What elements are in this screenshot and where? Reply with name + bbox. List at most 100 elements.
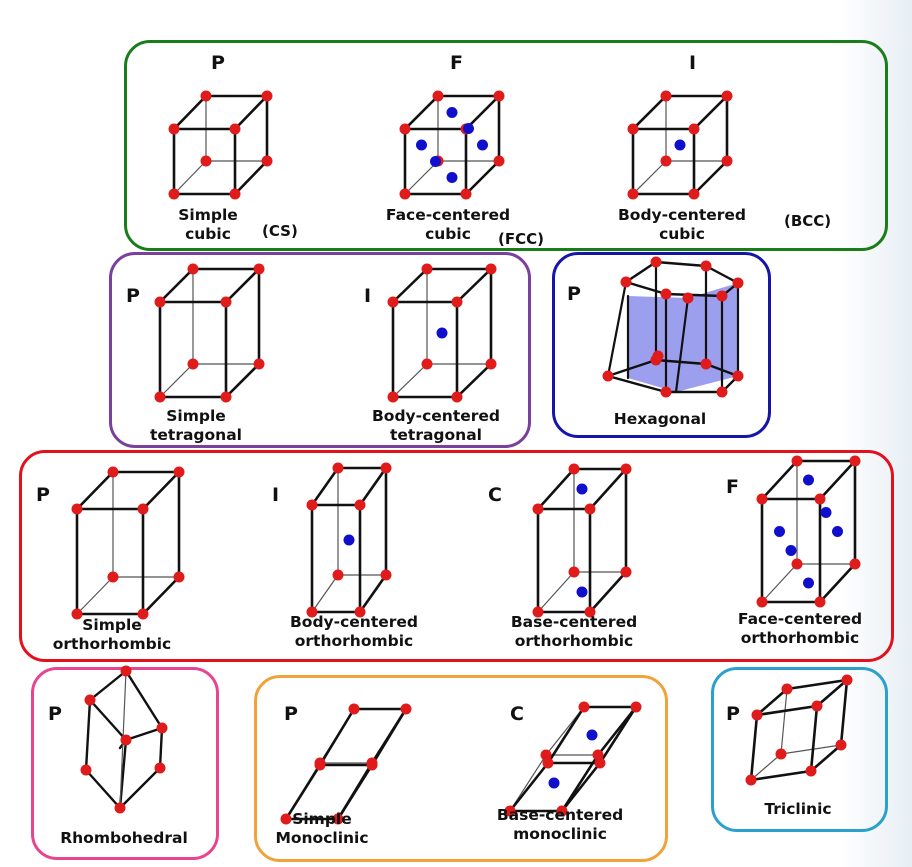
hidden-edge: [311, 574, 339, 613]
cube-edge: [508, 761, 550, 813]
corner-lattice-point: [775, 748, 787, 760]
cube-edge: [310, 466, 340, 507]
cube-edge: [749, 713, 759, 782]
lattice-orthorhombic-i: [306, 462, 392, 618]
hex-top-edge: [704, 264, 740, 285]
hidden-edge: [537, 571, 575, 613]
corner-lattice-point: [314, 759, 326, 771]
tetragonal-i-name-line1: Body-centered: [371, 407, 501, 425]
tetragonal-i-name: Body-centered tetragonal: [372, 407, 500, 445]
corner-lattice-point: [620, 463, 632, 475]
face-center-point: [803, 474, 814, 486]
corner-lattice-point: [332, 462, 344, 474]
rhombohedral-name: Rhombohedral: [60, 829, 188, 847]
triclinic-p-letter: P: [726, 703, 740, 725]
corner-lattice-point: [387, 296, 399, 308]
rhombo-edge: [124, 726, 164, 742]
base-center-point: [576, 483, 588, 495]
corner-lattice-point: [568, 566, 580, 578]
corner-lattice-point: [332, 813, 344, 825]
monoclinic-p-letter: P: [284, 703, 298, 725]
rhombo-edge: [124, 669, 164, 730]
face-center-point: [446, 172, 458, 183]
cubic-p-letter: P: [211, 52, 225, 74]
corner-lattice-point: [627, 123, 639, 135]
cubic-p-name-line2: cubic: [185, 225, 231, 243]
face-center-point: [774, 526, 785, 537]
cube-edge: [141, 470, 181, 511]
corner-lattice-point: [485, 358, 497, 370]
corner-lattice-point: [849, 455, 861, 467]
corner-lattice-point: [107, 571, 119, 583]
cube-edge: [336, 761, 374, 821]
tetragonal-p-name-line1: Simple: [166, 407, 226, 425]
hex-lattice-point: [732, 277, 744, 289]
corner-lattice-point: [756, 596, 768, 608]
cube-edge: [233, 94, 269, 131]
corner-lattice-point: [532, 503, 544, 515]
corner-lattice-point: [421, 358, 433, 370]
triclinic-group-box: [711, 667, 888, 832]
orthorhombic-p-letter: P: [36, 484, 50, 506]
base-center-point: [586, 729, 598, 741]
corner-lattice-point: [630, 701, 642, 713]
lattice-monoclinic-c: [504, 701, 642, 817]
cube-edge: [391, 267, 429, 304]
corner-lattice-point: [805, 765, 817, 777]
tetragonal-p-name: Simple tetragonal: [150, 407, 242, 445]
corner-lattice-point: [387, 391, 399, 403]
corner-lattice-point: [493, 155, 505, 167]
orthorhombic-i-letter: I: [272, 484, 280, 506]
lattice-tetragonal-p: [154, 263, 265, 403]
corner-lattice-point: [688, 123, 700, 135]
tetragonal-p-letter: P: [126, 285, 140, 307]
corner-lattice-point: [253, 263, 265, 275]
corner-lattice-point: [791, 558, 803, 570]
corner-lattice-point: [493, 90, 505, 102]
cube-edge: [588, 467, 628, 511]
rhombo-lattice-point: [114, 802, 126, 814]
cubic-f-name: Face-centered cubic: [386, 206, 510, 244]
cubic-f-abbr: (FCC): [498, 230, 544, 248]
orthorhombic-i-name-line2: orthorhombic: [294, 632, 414, 650]
corner-lattice-point: [688, 188, 700, 200]
hex-lattice-point: [660, 288, 672, 300]
orthorhombic-f-name-line2: orthorhombic: [740, 629, 860, 647]
hex-lattice-point: [652, 350, 664, 362]
lattice-triclinic-p: [745, 674, 853, 786]
hidden-edge: [173, 160, 207, 195]
cube-edge: [455, 267, 493, 304]
cube-edge: [588, 570, 628, 614]
rhombo-lattice-point: [120, 734, 132, 746]
face-center-point: [463, 123, 474, 134]
cube-edge: [158, 267, 195, 304]
cube-edge: [692, 159, 729, 196]
cube-edge: [749, 769, 813, 782]
hex-top-edge: [664, 292, 724, 298]
lattice-monoclinic-p: [280, 703, 412, 825]
corner-lattice-point: [627, 188, 639, 200]
cube-edge: [464, 159, 501, 196]
face-center-point: [820, 507, 832, 518]
corner-lattice-point: [421, 263, 433, 275]
corner-lattice-point: [173, 571, 185, 583]
orthorhombic-p-name-line2: orthorhombic: [52, 635, 172, 653]
monoclinic-c-name-line2: monoclinic: [513, 825, 607, 843]
cube-edge: [809, 743, 843, 773]
cube-edge: [631, 94, 668, 131]
cube-edge: [75, 470, 115, 511]
corner-lattice-point: [261, 155, 273, 167]
corner-lattice-point: [354, 499, 366, 511]
lattice-orthorhombic-p: [71, 466, 185, 620]
cube-edge: [818, 562, 857, 604]
cube-edge: [403, 94, 440, 131]
hex-bottom-edge: [606, 358, 658, 378]
hexagonal-name: Hexagonal: [613, 410, 707, 428]
lattice-cubic-p: [168, 90, 273, 200]
hex-lattice-point: [620, 276, 632, 288]
cube-edge: [785, 678, 849, 691]
corner-lattice-point: [168, 123, 180, 135]
tetragonal-i-name-line2: tetragonal: [389, 426, 482, 444]
corner-lattice-point: [229, 188, 241, 200]
hidden-edge: [761, 563, 798, 603]
